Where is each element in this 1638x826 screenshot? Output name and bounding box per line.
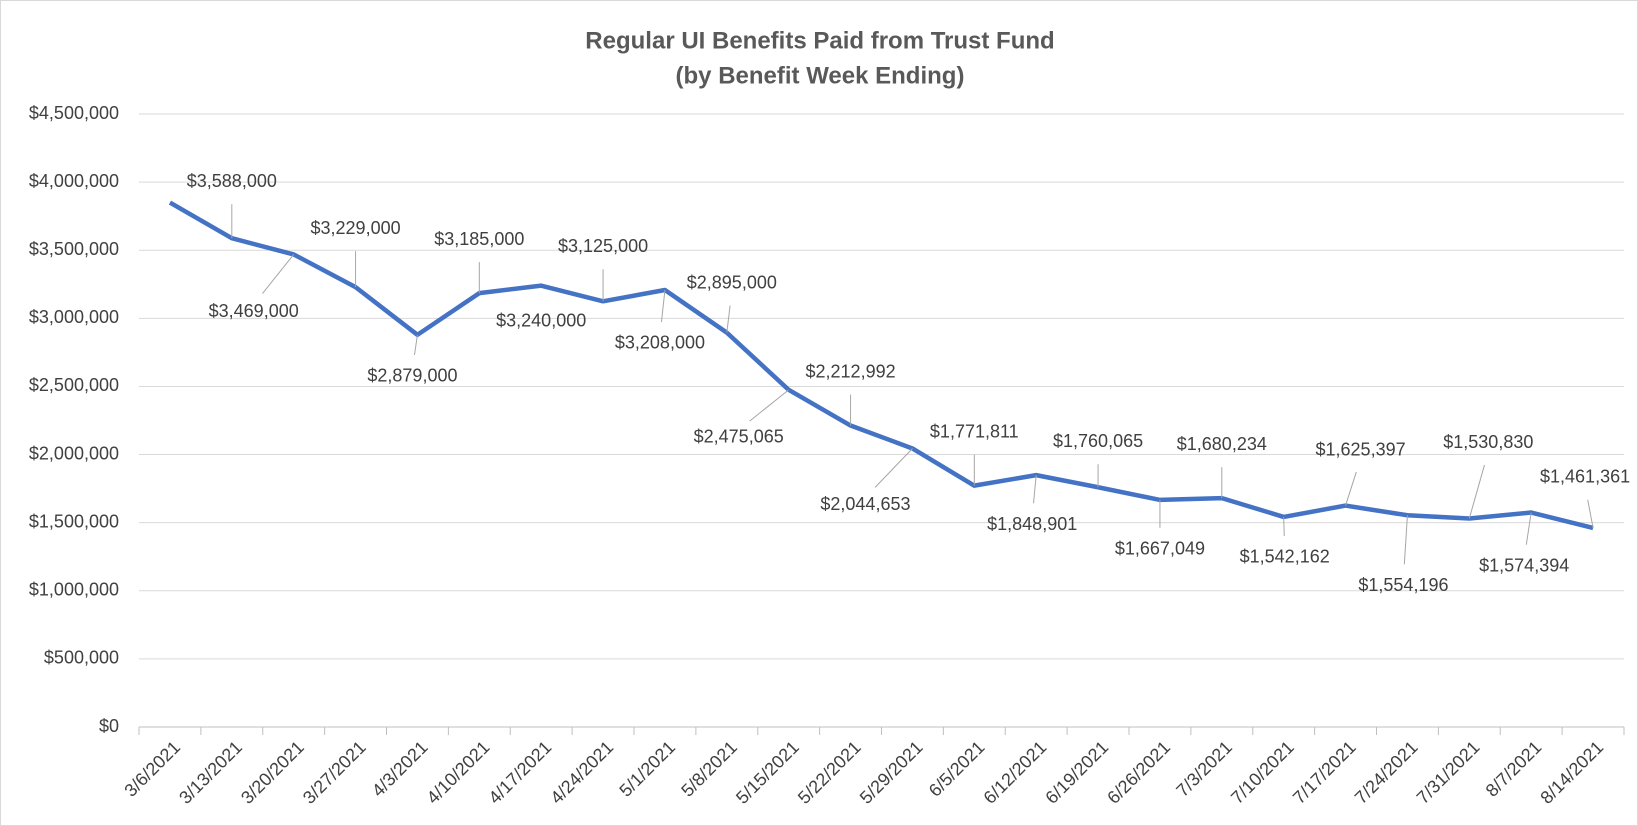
leader-line: [749, 389, 789, 422]
leader-line: [1587, 499, 1594, 529]
data-label: $1,542,162: [1240, 547, 1330, 567]
data-label: $3,208,000: [615, 333, 705, 353]
data-label: $3,469,000: [209, 301, 299, 321]
leader-line: [726, 305, 731, 333]
data-line: [168, 200, 1594, 531]
data-label: $3,240,000: [496, 310, 586, 330]
y-tick-label: $1,500,000: [29, 511, 119, 531]
data-label: $3,185,000: [434, 229, 524, 249]
leader-line: [1403, 515, 1408, 565]
data-label: $1,760,065: [1053, 431, 1143, 451]
leader-line: [1345, 471, 1357, 506]
data-label: $2,879,000: [367, 366, 457, 386]
leader-line: [1525, 512, 1532, 545]
leader-line: [1283, 516, 1285, 536]
leader-line: [413, 334, 418, 356]
data-label: $3,229,000: [311, 218, 401, 238]
data-label: $2,044,653: [820, 494, 910, 514]
y-tick-label: $3,500,000: [29, 239, 119, 259]
leader-line: [262, 254, 295, 294]
y-tick-label: $4,000,000: [29, 171, 119, 191]
data-label: $2,212,992: [806, 361, 896, 381]
y-tick-label: $500,000: [44, 648, 119, 668]
y-tick-label: $1,000,000: [29, 580, 119, 600]
data-label: $1,554,196: [1358, 575, 1448, 595]
chart-title: Regular UI Benefits Paid from Trust Fund: [585, 27, 1054, 54]
data-label: $1,574,394: [1479, 555, 1569, 575]
leader-line: [660, 289, 666, 323]
y-tick-label: $0: [99, 716, 119, 736]
y-tick-label: $2,000,000: [29, 443, 119, 463]
y-tick-label: $3,000,000: [29, 307, 119, 327]
data-label: $1,848,901: [987, 514, 1077, 534]
data-label: $3,125,000: [558, 236, 648, 256]
data-label: $1,625,397: [1316, 439, 1406, 459]
leader-line: [1468, 464, 1485, 519]
data-label: $3,588,000: [187, 171, 277, 191]
data-label: $1,667,049: [1115, 539, 1205, 559]
data-label: $2,475,065: [694, 427, 784, 447]
chart-subtitle: (by Benefit Week Ending): [676, 62, 965, 89]
y-tick-label: $4,500,000: [29, 103, 119, 123]
data-label: $1,530,830: [1443, 432, 1533, 452]
data-label: $2,895,000: [687, 272, 777, 292]
leader-line: [1033, 475, 1037, 504]
y-tick-label: $2,500,000: [29, 375, 119, 395]
data-label: $1,461,361: [1540, 467, 1630, 487]
data-label: $1,680,234: [1177, 434, 1267, 454]
data-label: $1,771,811: [930, 421, 1019, 441]
leader-line: [874, 448, 913, 488]
